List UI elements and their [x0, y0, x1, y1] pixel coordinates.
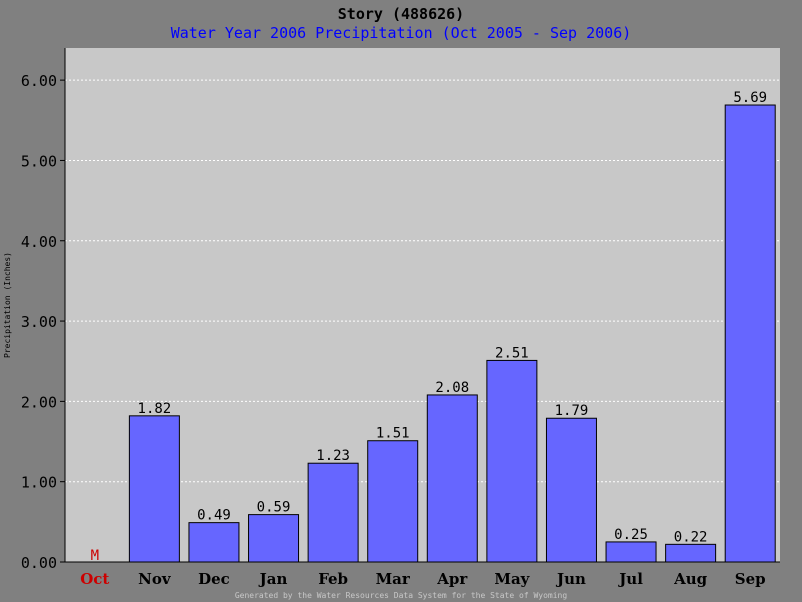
- y-tick-label: 2.00: [21, 393, 57, 411]
- data-label: 5.69: [733, 90, 767, 106]
- y-tick-label: 6.00: [21, 72, 57, 90]
- x-tick-label: May: [494, 570, 530, 588]
- x-tick-label: Oct: [80, 570, 109, 588]
- data-label: 2.08: [435, 380, 469, 396]
- data-label: 1.23: [316, 448, 350, 464]
- bar: [724, 104, 776, 563]
- x-tick-label: Sep: [735, 570, 766, 588]
- y-tick-label: 5.00: [21, 152, 57, 170]
- bar: [486, 359, 538, 563]
- x-tick-label: Apr: [436, 570, 468, 588]
- x-tick-label: Jun: [555, 570, 586, 588]
- data-label: 0.59: [257, 500, 291, 516]
- data-label: 2.51: [495, 345, 529, 361]
- bar: [188, 522, 240, 563]
- y-tick-label: 3.00: [21, 313, 57, 331]
- x-tick-label: Jul: [617, 570, 643, 588]
- chart-title: Story (488626): [337, 5, 465, 23]
- data-label: 0.49: [197, 508, 231, 524]
- missing-marker: M: [91, 548, 99, 564]
- x-tick-label: Aug: [673, 570, 708, 588]
- y-tick-label: 0.00: [21, 554, 57, 572]
- x-tick-label: Dec: [198, 570, 230, 588]
- data-label: 0.25: [614, 527, 648, 543]
- bar: [426, 394, 478, 563]
- footer-credit: Generated by the Water Resources Data Sy…: [234, 591, 568, 600]
- y-tick-label: 1.00: [21, 474, 57, 492]
- bar: [128, 415, 180, 563]
- bar: [367, 440, 419, 563]
- x-tick-label: Mar: [376, 570, 411, 588]
- x-tick-label: Feb: [318, 570, 348, 588]
- plot-area: [65, 48, 780, 562]
- chart-subtitle: Water Year 2006 Precipitation (Oct 2005 …: [170, 24, 632, 42]
- bar: [545, 417, 597, 563]
- data-label: 1.51: [376, 426, 410, 442]
- bar: [248, 514, 300, 563]
- x-tick-label: Nov: [138, 570, 172, 588]
- bar: [307, 462, 359, 563]
- data-label: 1.82: [138, 401, 172, 417]
- y-tick-label: 4.00: [21, 233, 57, 251]
- y-axis-label: Precipitation (Inches): [3, 252, 12, 358]
- bar: [665, 543, 717, 563]
- bar: [605, 541, 657, 563]
- data-label: 1.79: [555, 403, 589, 419]
- x-tick-label: Jan: [258, 570, 288, 588]
- data-label: 0.22: [674, 529, 708, 545]
